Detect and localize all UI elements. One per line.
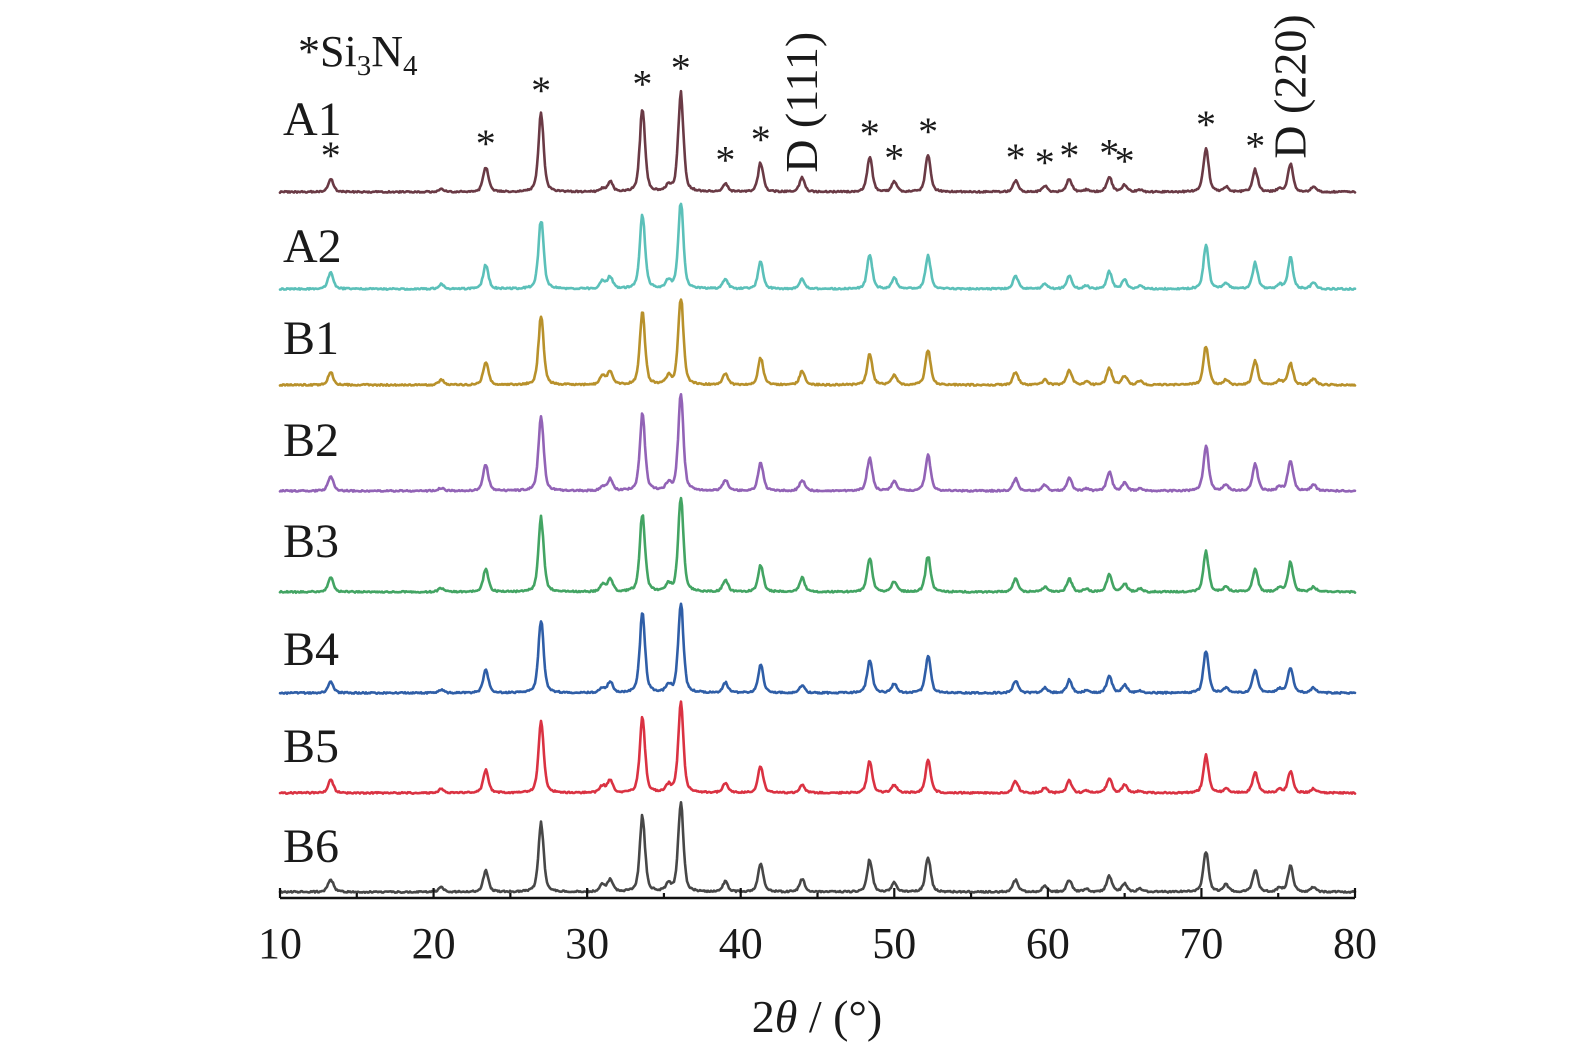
x-tick-label: 40 [719,919,763,968]
x-tick-label: 80 [1333,919,1377,968]
si3n4-peak-marker: * [918,109,938,154]
si3n4-peak-marker: * [1006,135,1026,180]
si3n4-peak-marker: * [715,138,735,183]
x-tick-label: 60 [1026,919,1070,968]
si3n4-legend: *Si3N4 [298,27,418,82]
si3n4-peak-marker: * [1196,102,1216,147]
peak-annotations: * ** * ** * D (111) **** * * *** * D (220) [321,14,1316,184]
x-tick-label: 70 [1179,919,1223,968]
series-line-a2 [278,202,1357,291]
series-line-b1 [278,298,1357,387]
si3n4-peak-marker: * [884,136,904,181]
series-line-b3 [278,496,1357,594]
x-tick-label: 10 [258,919,302,968]
series-label-b1: B1 [283,312,339,365]
si3n4-peak-marker: * [476,121,496,166]
si3n4-peak-marker: * [671,46,691,91]
series-label-b5: B5 [283,720,339,773]
x-tick-label: 30 [565,919,609,968]
series-label-b2: B2 [283,414,339,467]
series-group: A1 A2 B1 B2 B3 B4 B5 B6 [278,89,1357,894]
series-label-a1: A1 [283,93,342,146]
si3n4-peak-marker: * [531,68,551,113]
series-line-b2 [278,393,1357,493]
d-phase-peak-label: D (111) [776,32,827,173]
x-axis-title: 2θ / (°) [752,991,882,1042]
si3n4-peak-marker: * [321,133,341,178]
series-label-b4: B4 [283,623,339,676]
x-axis: 10 20 30 40 50 60 70 80 [258,888,1377,968]
series-line-b5 [278,700,1357,795]
series-label-b6: B6 [283,820,339,873]
series-line-a1 [278,89,1357,194]
si3n4-peak-marker: * [860,111,880,156]
series-line-b4 [278,602,1357,695]
x-tick-label: 50 [872,919,916,968]
si3n4-peak-marker: * [1059,133,1079,178]
si3n4-peak-marker: * [1245,124,1265,169]
series-label-b3: B3 [283,515,339,568]
si3n4-peak-marker: * [751,117,771,162]
si3n4-peak-marker: * [1115,139,1135,184]
series-label-a2: A2 [283,220,342,273]
x-tick-label: 20 [412,919,456,968]
series-line-b6 [278,801,1357,894]
si3n4-peak-marker: * [1035,140,1055,185]
si3n4-peak-marker: * [632,62,652,107]
si3n4-peak-marker: * [1099,131,1119,176]
d-phase-peak-label: D (220) [1265,14,1316,158]
